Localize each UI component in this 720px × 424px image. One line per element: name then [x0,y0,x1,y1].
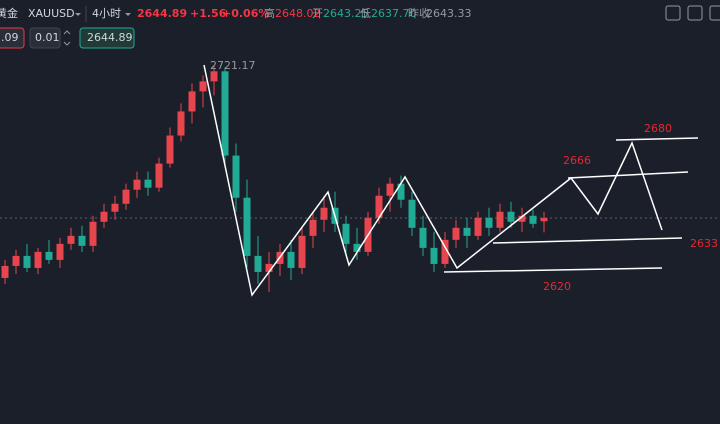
candle-body [1,265,9,278]
candle-body [111,203,119,212]
candle-body [265,263,273,272]
candle-body [45,251,53,260]
change: +1.56 [190,7,227,20]
field: 2644.89 [87,31,133,44]
candle-body [298,235,306,268]
chart [0,64,720,293]
candle-body [122,189,130,204]
change-pct: +0.06% [222,7,269,20]
candle-body [309,219,317,236]
candle-body [342,223,350,244]
low: 2637.70 [371,7,417,20]
candle-body [397,183,405,200]
field: .09 [1,31,19,44]
candle-body [221,71,229,156]
candle-body [375,195,383,218]
symbol[interactable]: XAUUSD [28,7,75,20]
candle-body [386,183,394,196]
candle-body [441,239,449,264]
candle-body [12,255,20,266]
drawings [203,64,699,297]
candle-body [89,221,97,246]
annotation: 2680 [644,122,672,135]
icon[interactable] [687,5,703,21]
candle-body [23,255,31,268]
candle-body [507,211,515,222]
candle-body [166,135,174,164]
candle-body [540,217,548,222]
candle-body [188,91,196,112]
candle-body [485,217,493,228]
candle-body [34,251,42,268]
low-label: 低 [360,7,371,20]
annotation: 2666 [563,154,591,167]
candle-body [287,251,295,268]
candle-body [100,211,108,222]
high: 2648.02 [275,7,321,20]
candle-body [452,227,460,240]
candle-body [474,217,482,236]
annotation: 2620 [543,280,571,293]
dropdown-arrow[interactable] [75,13,81,16]
candle-body [56,243,64,260]
candle-body [210,71,218,82]
dropdown-arrow[interactable] [125,13,131,16]
icon[interactable] [709,5,720,21]
high-label: 高 [264,6,275,20]
annotation: 2633 [690,237,718,250]
candle-body [518,215,526,222]
price: 2644.89 [137,7,187,20]
spinner[interactable] [63,30,71,46]
candle-body [133,179,141,190]
candle-body [144,179,152,188]
candle-body [232,155,240,198]
candle-body [67,235,75,244]
candle-body [199,81,207,92]
candle-body [430,247,438,264]
name: 黄金 [0,6,18,20]
prev-label: 昨收 [408,6,430,20]
open-label: 开 [312,7,323,20]
candle-body [419,227,427,248]
candle-body [177,111,185,136]
candle-body [408,199,416,228]
input-box[interactable] [29,27,61,49]
input-box[interactable] [79,27,135,49]
interval[interactable]: 4小时 [92,7,121,20]
candle-body [463,227,471,236]
candle-body [78,235,86,246]
prev: 2643.33 [426,7,472,20]
candle-body [320,207,328,220]
icon[interactable] [665,5,681,21]
candle-body [496,211,504,228]
candle-body [529,215,537,224]
field: 0.01 [35,31,60,44]
candle-body [254,255,262,272]
candle-body [353,243,361,252]
annotation: 2721.17 [210,59,256,72]
candle-body [243,197,251,256]
open: 2643.25 [323,7,369,20]
candle-body [155,163,163,188]
input-box[interactable] [0,27,25,49]
